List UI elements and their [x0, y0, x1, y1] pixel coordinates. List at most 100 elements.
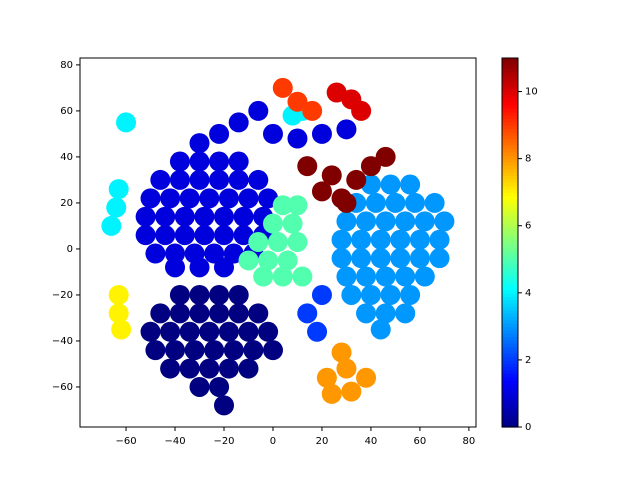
colorbar-segment — [502, 316, 518, 321]
colorbar-segment — [502, 239, 518, 244]
x-tick-label: −20 — [213, 436, 234, 447]
colorbar-segment — [502, 215, 518, 220]
colorbar-tick-label: 0 — [525, 422, 531, 433]
point — [336, 192, 357, 213]
colorbar-segment — [502, 118, 518, 123]
point — [321, 383, 342, 404]
colorbar-segment — [502, 202, 518, 207]
x-tick-label: 0 — [270, 436, 276, 447]
x-tick-label: 60 — [414, 436, 427, 447]
colorbar-segment — [502, 192, 518, 197]
colorbar-segment — [502, 232, 518, 237]
colorbar-segment — [502, 98, 518, 103]
colorbar-segment — [502, 346, 518, 351]
colorbar-segment — [502, 111, 518, 116]
point — [356, 367, 377, 388]
point — [223, 340, 244, 361]
point — [360, 284, 381, 305]
colorbar-segment — [502, 252, 518, 257]
x-tick-label: 80 — [463, 436, 476, 447]
point — [292, 266, 313, 287]
colorbar-segment — [502, 423, 518, 428]
point — [135, 206, 156, 227]
colorbar-segment — [502, 222, 518, 227]
point — [346, 169, 367, 190]
colorbar-segment — [502, 383, 518, 388]
point — [395, 303, 416, 324]
point — [356, 303, 377, 324]
point — [214, 225, 234, 246]
colorbar-segment — [502, 359, 518, 364]
colorbar-segment — [502, 390, 518, 395]
point — [228, 151, 249, 172]
point — [248, 169, 269, 190]
colorbar-segment — [502, 185, 518, 190]
point — [116, 112, 137, 133]
y-tick-label: −60 — [52, 382, 73, 393]
point — [375, 266, 396, 287]
colorbar-segment — [502, 58, 518, 62]
colorbar-segment — [502, 309, 518, 314]
point — [336, 211, 357, 232]
point — [429, 248, 450, 269]
colorbar-tick-label: 6 — [525, 221, 531, 232]
colorbar-segment — [502, 151, 518, 156]
colorbar-segment — [502, 410, 518, 415]
point — [199, 321, 220, 342]
colorbar-segment — [502, 353, 518, 358]
colorbar-segment — [502, 101, 518, 106]
point — [331, 229, 352, 250]
colorbar-segment — [502, 326, 518, 331]
point — [429, 229, 450, 250]
point — [370, 229, 391, 250]
point — [307, 321, 328, 342]
point — [434, 211, 455, 232]
point — [311, 284, 332, 305]
colorbar-segment — [502, 165, 518, 170]
x-tick-label: −40 — [164, 436, 185, 447]
point — [365, 192, 386, 213]
point — [189, 169, 210, 190]
colorbar-segment — [502, 363, 518, 368]
colorbar-segment — [502, 255, 518, 260]
colorbar-segment — [502, 219, 518, 223]
colorbar-segment — [502, 198, 518, 203]
colorbar-segment — [502, 296, 518, 301]
point — [262, 340, 283, 361]
y-tick-label: 20 — [60, 198, 73, 209]
point — [321, 165, 342, 186]
y-tick-label: 80 — [60, 60, 73, 71]
point — [258, 321, 279, 342]
point — [243, 340, 264, 361]
point — [209, 376, 230, 397]
colorbar-segment — [502, 302, 518, 307]
point — [179, 321, 200, 342]
point — [140, 321, 161, 342]
point — [316, 367, 337, 388]
colorbar-segment — [502, 396, 518, 401]
point — [414, 211, 435, 232]
point — [199, 358, 220, 379]
colorbar-segment — [502, 172, 518, 177]
point — [214, 257, 234, 278]
colorbar-segment — [502, 276, 518, 280]
colorbar-segment — [502, 125, 518, 130]
colorbar-tick-label: 2 — [525, 355, 531, 366]
point — [145, 340, 166, 361]
colorbar-segment — [502, 420, 518, 425]
point — [341, 284, 362, 305]
point — [395, 211, 416, 232]
point — [375, 211, 396, 232]
colorbar-segment — [502, 108, 518, 113]
point — [209, 151, 230, 172]
point — [356, 211, 377, 232]
point — [297, 156, 318, 177]
colorbar-segment — [502, 74, 518, 79]
colorbar-segment — [502, 343, 518, 348]
point — [331, 342, 352, 363]
point — [424, 192, 445, 213]
point — [108, 303, 129, 324]
colorbar-segment — [502, 323, 518, 327]
point — [409, 229, 430, 250]
colorbar-segment — [502, 178, 518, 183]
